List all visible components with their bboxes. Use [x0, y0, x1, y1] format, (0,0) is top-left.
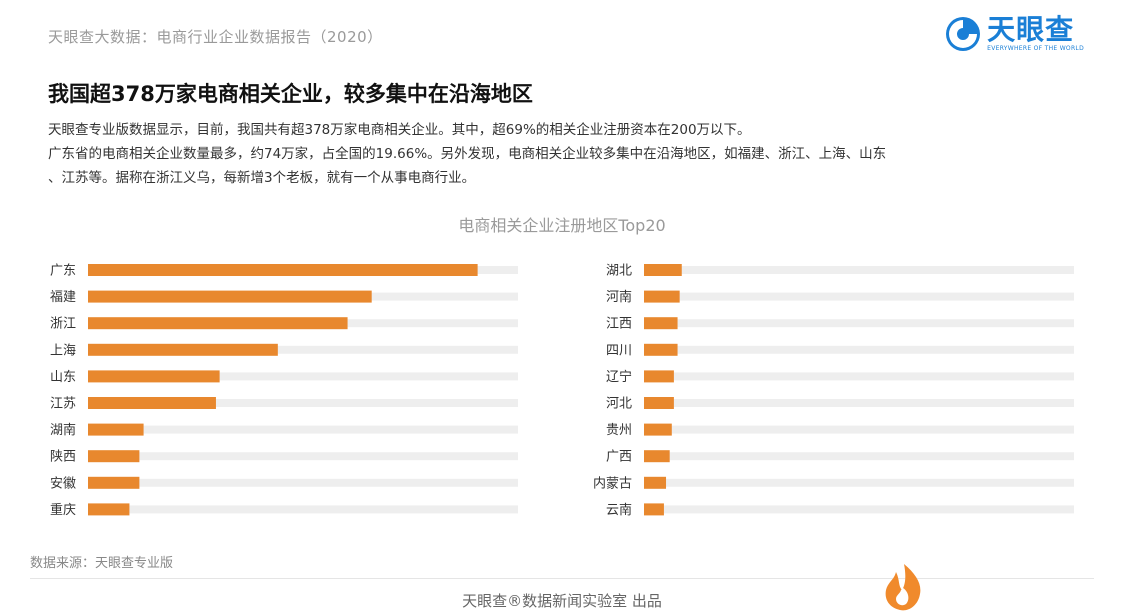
category-label: 上海: [50, 343, 76, 358]
data-source: 数据来源：天眼查专业版: [30, 556, 174, 571]
bar-track: [644, 478, 1074, 487]
bar-track: [644, 319, 1074, 328]
bar-track: [644, 345, 1074, 354]
bar: [88, 264, 478, 276]
description: 天眼查专业版数据显示，目前，我国共有超378万家电商相关企业。其中，超69%的相…: [48, 118, 1068, 190]
bar-track: [88, 505, 518, 514]
brand-tagline: EVERYWHERE OF THE WORLD: [987, 45, 1084, 52]
bar-track: [644, 292, 1074, 301]
description-line: 广东省的电商相关企业数量最多，约74万家，占全国的19.66%。另外发现，电商相…: [48, 146, 887, 162]
bar-track: [644, 425, 1074, 434]
category-label: 云南: [606, 502, 632, 518]
category-label: 福建: [50, 290, 76, 305]
category-label: 安徽: [50, 476, 76, 491]
bar: [644, 503, 664, 516]
bar-track: [644, 372, 1074, 381]
category-label: 湖北: [606, 264, 632, 279]
category-label: 浙江: [50, 317, 76, 332]
category-label: 河南: [606, 289, 632, 305]
category-label: 广西: [606, 450, 632, 465]
bar-track: [644, 266, 1074, 274]
bar: [644, 450, 670, 463]
bar: [88, 450, 140, 463]
category-label: 河北: [606, 397, 632, 412]
bar: [644, 397, 674, 409]
category-label: 辽宁: [606, 369, 632, 385]
bar-track: [88, 425, 518, 434]
bar-track: [88, 452, 518, 461]
bar-track: [88, 399, 518, 407]
bar-track: [88, 478, 518, 487]
category-label: 江西: [606, 317, 632, 332]
bar: [88, 503, 130, 516]
bar: [88, 317, 348, 330]
brand-name: 天眼查: [987, 13, 1075, 46]
bar-track: [88, 372, 518, 381]
divider: [30, 578, 1094, 579]
bar: [644, 370, 674, 383]
bar: [88, 423, 144, 436]
category-label: 重庆: [50, 502, 76, 518]
category-label: 内蒙古: [593, 475, 632, 491]
bar-track: [88, 345, 518, 354]
bar: [88, 370, 220, 383]
bar: [88, 476, 140, 489]
flame-logo-icon: [885, 564, 921, 611]
footer-credit: 天眼查®数据新闻实验室 出品: [462, 592, 662, 610]
category-label: 湖南: [50, 422, 76, 438]
page-title: 我国超378万家电商相关企业，较多集中在沿海地区: [48, 82, 533, 106]
description-line: 天眼查专业版数据显示，目前，我国共有超378万家电商相关企业。其中，超69%的相…: [48, 122, 751, 138]
brand-logo: 天眼查 EVERYWHERE OF THE WORLD: [943, 14, 1084, 54]
chart-title: 电商相关企业注册地区Top20: [458, 216, 666, 235]
bar: [644, 264, 682, 276]
eye-logo-icon: [946, 17, 981, 51]
bar: [88, 343, 278, 356]
bar-track: [644, 399, 1074, 407]
category-label: 陕西: [50, 450, 76, 465]
description-line: 、江苏等。据称在浙江义乌，每新增3个老板，就有一个从事电商行业。: [48, 170, 476, 186]
category-label: 四川: [606, 343, 632, 358]
bar: [644, 343, 678, 356]
bar-track: [644, 452, 1074, 461]
bar: [644, 423, 672, 436]
bar: [644, 290, 680, 303]
bar: [88, 290, 372, 303]
bar: [644, 476, 667, 489]
bar: [644, 317, 678, 330]
bar-track: [644, 505, 1074, 514]
category-label: 山东: [50, 370, 76, 385]
report-source: 天眼查大数据：电商行业企业数据报告（2020）: [48, 28, 383, 46]
category-label: 江苏: [50, 396, 76, 412]
category-label: 广东: [50, 264, 76, 279]
category-label: 贵州: [606, 423, 632, 438]
bar: [88, 397, 216, 409]
